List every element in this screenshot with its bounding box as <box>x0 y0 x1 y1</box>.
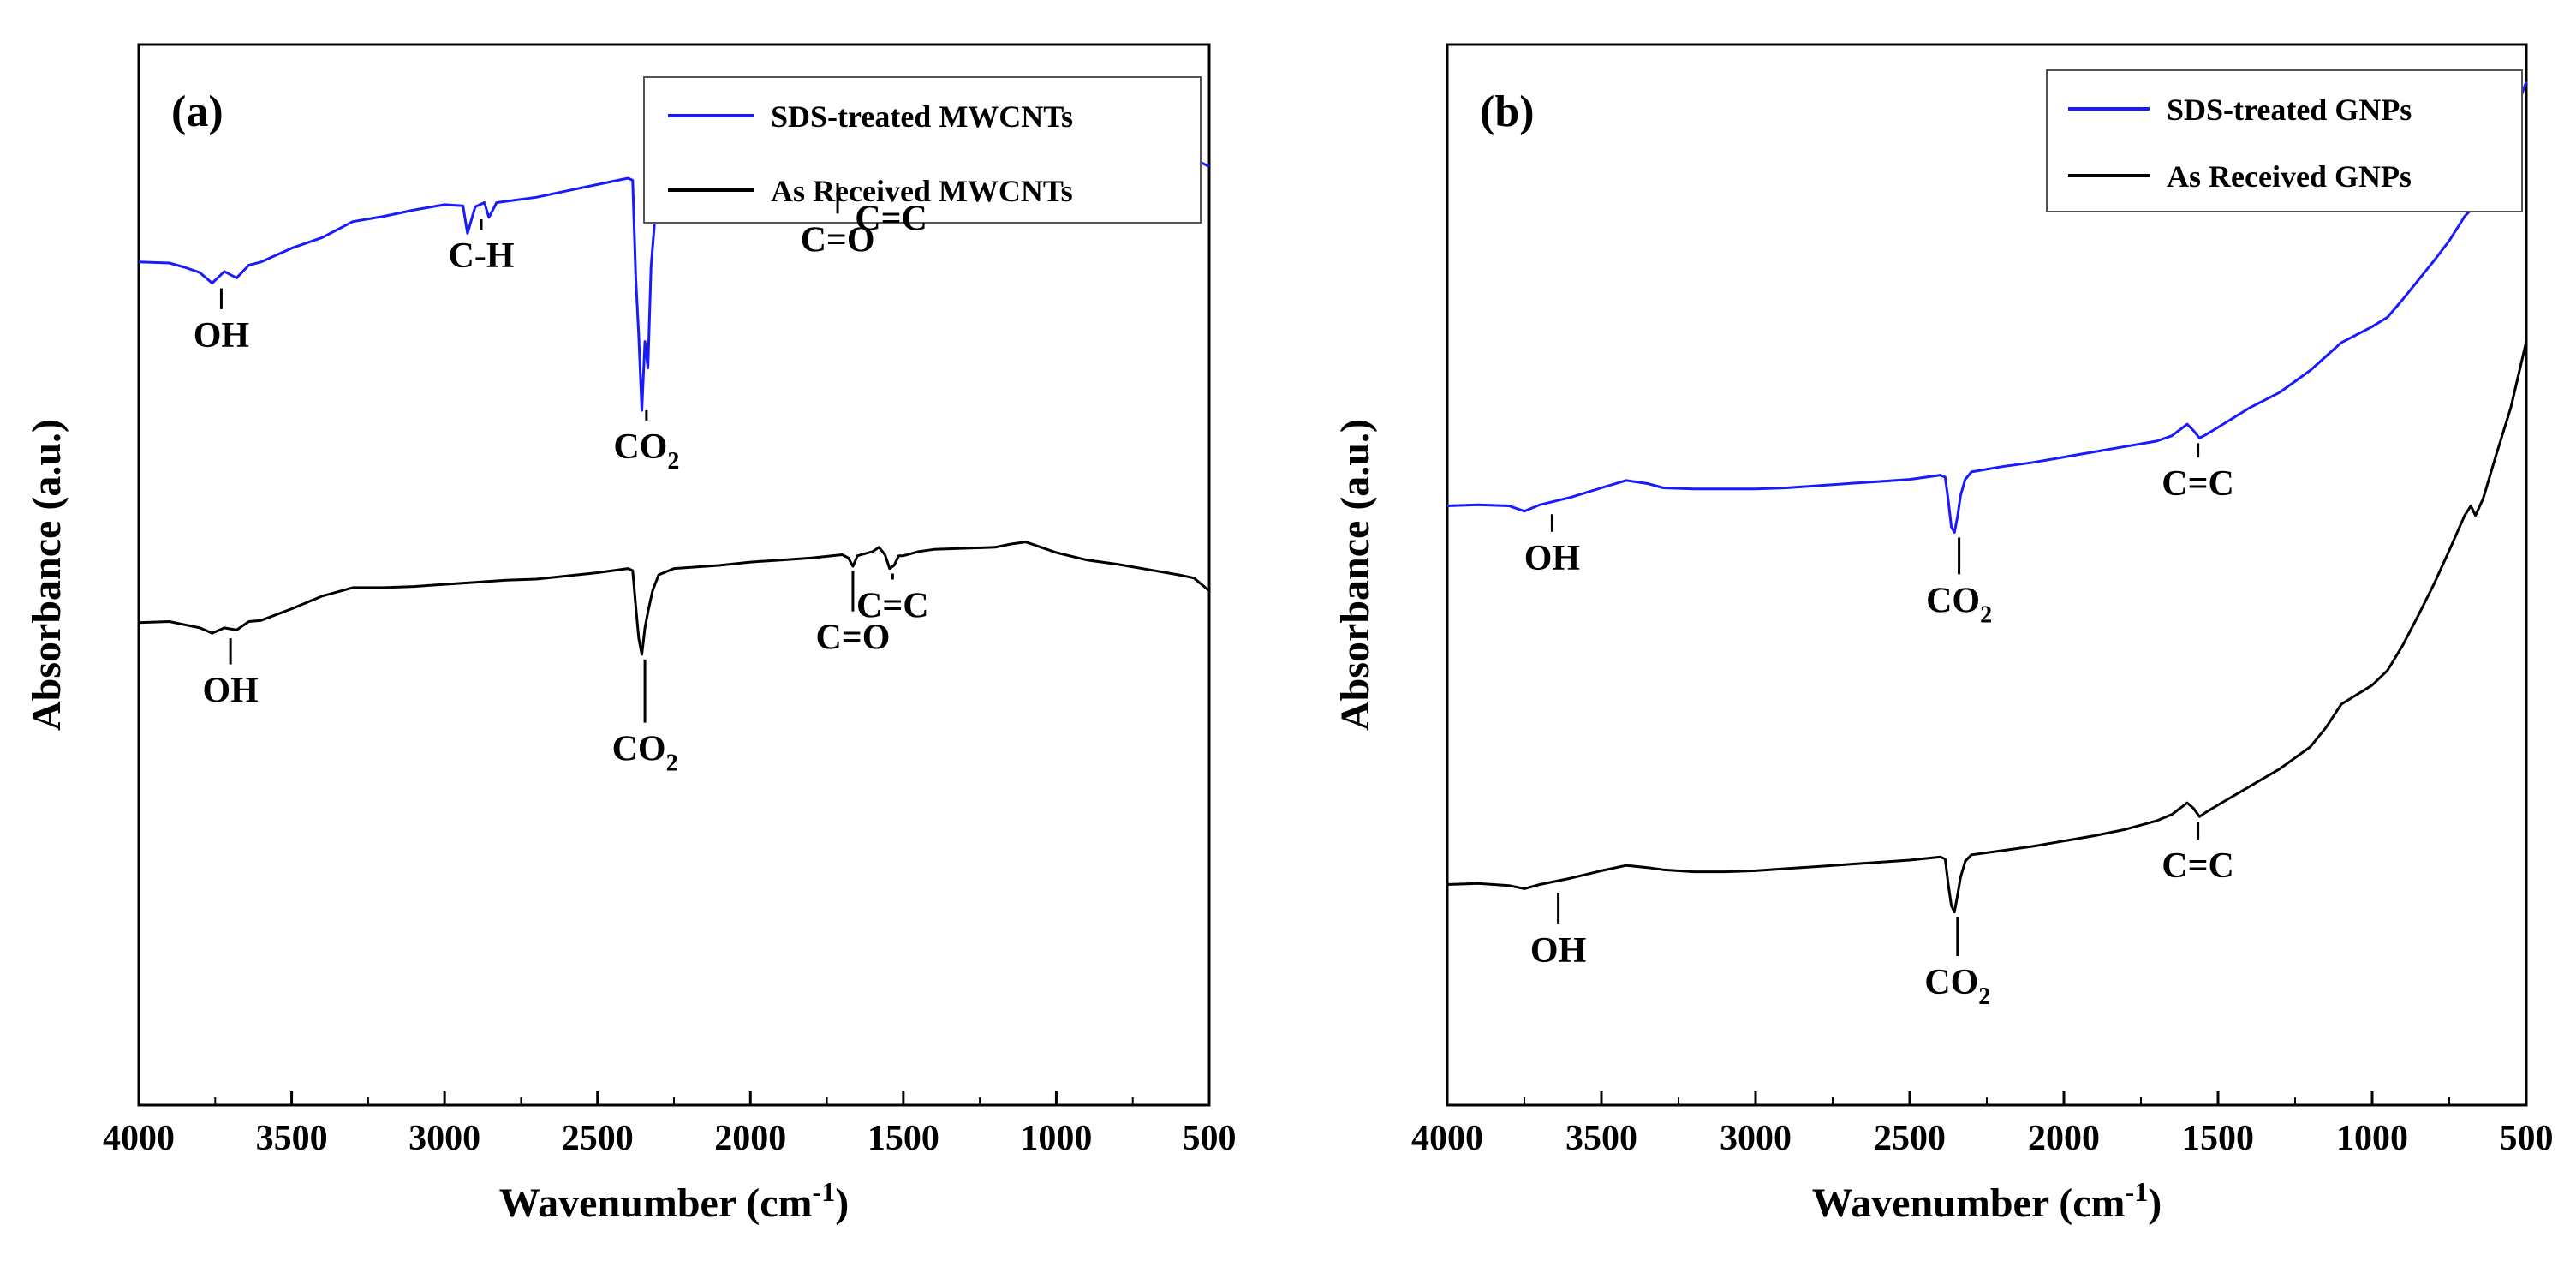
x-axis-title-text: Wavenumber (cm <box>499 1180 813 1226</box>
annotation-label: CO2 <box>1924 963 1990 1010</box>
annotation-text: C=O <box>815 619 890 658</box>
x-axis-title-sup: -1 <box>813 1176 836 1207</box>
annotation-label: CO2 <box>1926 581 1992 628</box>
annotation-text: C=O <box>801 220 875 260</box>
x-tick-label: 1500 <box>2182 1119 2254 1158</box>
x-tick-label: 2500 <box>562 1119 634 1158</box>
annotation-label: C=O <box>815 619 890 658</box>
x-axis-title-sup: -1 <box>2126 1176 2149 1207</box>
annotation-subscript: 2 <box>1978 983 1990 1010</box>
annotation-text: C=C <box>2162 846 2234 886</box>
annotation-label: OH <box>194 316 249 356</box>
annotation-text: CO <box>612 730 666 769</box>
annotation-label: C=C <box>2162 846 2234 886</box>
annotation-label: C=C <box>856 587 929 626</box>
y-axis-title: Absorbance (a.u.) <box>24 419 69 731</box>
x-tick-label: 4000 <box>1411 1119 1483 1158</box>
y-axis-title: Absorbance (a.u.) <box>1333 419 1378 731</box>
annotation-subscript: 2 <box>1980 601 1992 628</box>
x-axis-title: Wavenumber (cm-1) <box>1812 1176 2162 1226</box>
annotation-text: OH <box>1524 539 1580 578</box>
annotation-text: C=C <box>855 200 927 239</box>
annotation-label: OH <box>1530 931 1586 971</box>
legend-entry: SDS-treated MWCNTs <box>771 99 1073 134</box>
panel-a: 4000 3500 3000 2500 2000 1500 1000 500 Wavenumbe… <box>24 43 1237 1226</box>
annotation-label: OH <box>202 672 258 711</box>
x-tick-label: 1000 <box>2336 1119 2408 1158</box>
panel-label: (b) <box>1480 87 1535 136</box>
annotation-label: CO2 <box>613 427 679 475</box>
x-tick-label: 1500 <box>868 1119 939 1158</box>
x-tick-label: 1000 <box>1020 1119 1092 1158</box>
annotation-subscript: 2 <box>667 448 679 475</box>
legend-entry: As Received MWCNTs <box>771 174 1073 208</box>
series-line-as-received <box>1446 341 2528 914</box>
panel-b: 4000 3500 3000 2500 2000 1500 1000 500 Wavenumbe… <box>1333 43 2554 1226</box>
annotation-label: C=C <box>2162 464 2234 504</box>
legend-box <box>643 76 1202 224</box>
annotation-text: C=C <box>2162 464 2234 504</box>
x-tick-label: 3500 <box>256 1119 328 1158</box>
series-line-sds-treated <box>1446 81 2528 534</box>
annotation-label: OH <box>1524 539 1580 578</box>
annotation-text: CO <box>1926 581 1980 620</box>
annotation-text: OH <box>202 672 258 711</box>
x-tick-label: 500 <box>1183 1119 1237 1158</box>
x-axis-title-close: ) <box>835 1180 849 1226</box>
annotation-text: C-H <box>449 236 515 276</box>
legend-box <box>2046 69 2523 212</box>
annotation-text: OH <box>194 316 249 356</box>
annotation-text: CO <box>613 427 667 467</box>
x-axis-title-close: ) <box>2148 1180 2162 1226</box>
annotation-text: C=C <box>856 587 929 626</box>
legend-entry: SDS-treated GNPs <box>2167 93 2412 127</box>
x-tick-label: 3000 <box>408 1119 480 1158</box>
annotation-text: OH <box>1530 931 1586 971</box>
x-tick-label: 3500 <box>1565 1119 1637 1158</box>
annotation-label: C=O <box>801 220 875 260</box>
x-axis-title: Wavenumber (cm-1) <box>499 1176 849 1226</box>
legend-entry: As Received GNPs <box>2167 159 2412 194</box>
x-tick-label: 500 <box>2500 1119 2554 1158</box>
annotation-label: C=C <box>855 200 927 239</box>
x-tick-label: 2000 <box>714 1119 786 1158</box>
x-tick-label: 3000 <box>1720 1119 1792 1158</box>
x-tick-label: 2000 <box>2028 1119 2100 1158</box>
annotation-text: CO <box>1924 963 1978 1002</box>
annotation-label: CO2 <box>612 730 678 777</box>
x-tick-label: 2500 <box>1874 1119 1946 1158</box>
annotation-label: C-H <box>449 236 515 276</box>
annotation-subscript: 2 <box>666 750 678 777</box>
series-line-as-received <box>138 541 1210 656</box>
x-axis-title-text: Wavenumber (cm <box>1812 1180 2126 1226</box>
x-tick-label: 4000 <box>103 1119 175 1158</box>
panel-label: (a) <box>171 87 224 136</box>
